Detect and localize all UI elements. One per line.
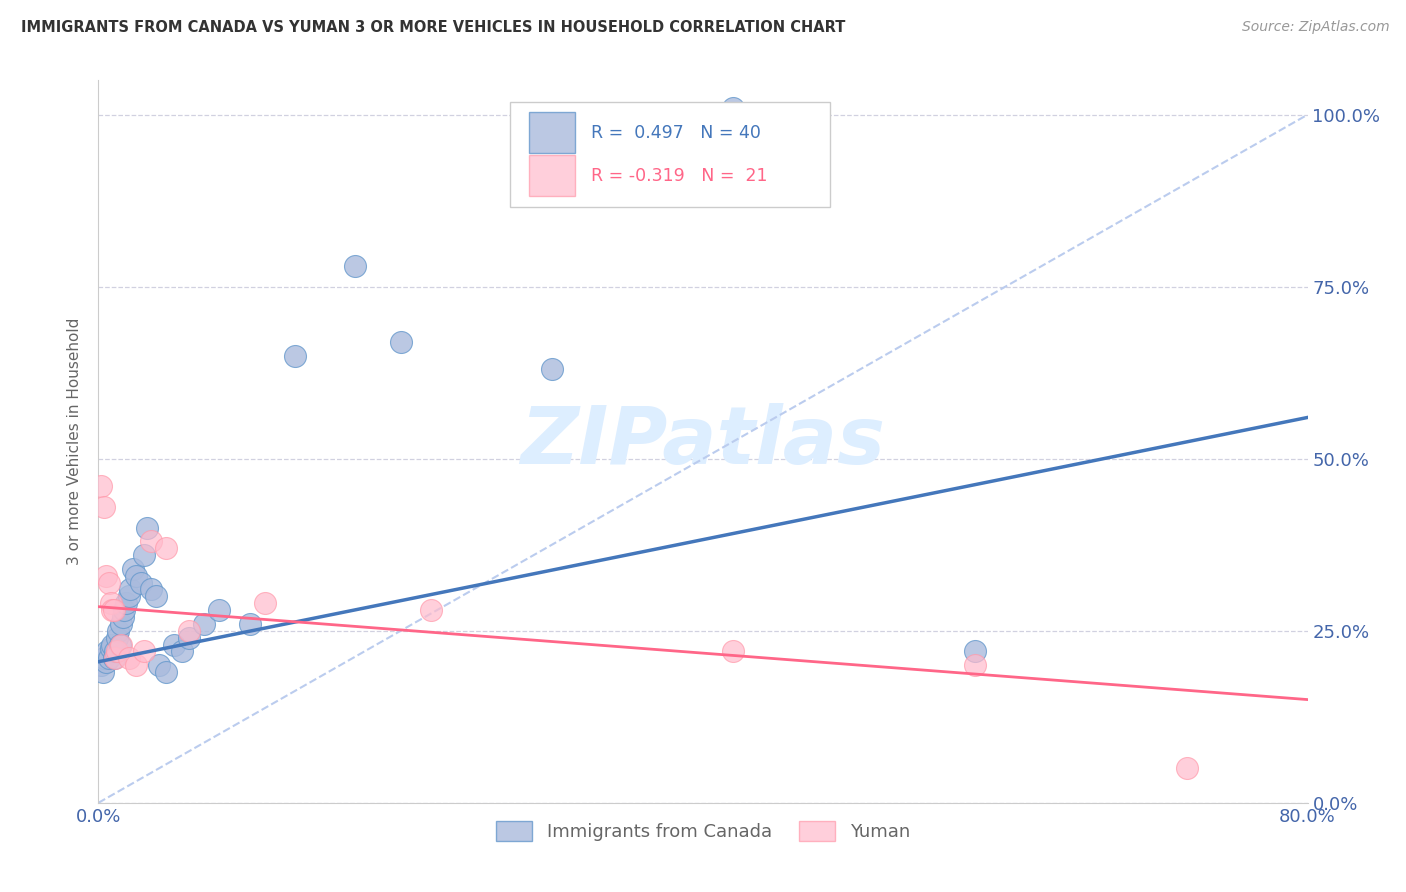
Point bbox=[103, 603, 125, 617]
Point bbox=[110, 638, 132, 652]
Point bbox=[723, 101, 745, 115]
Point bbox=[112, 603, 135, 617]
Point bbox=[122, 562, 145, 576]
Point bbox=[94, 655, 117, 669]
Text: IMMIGRANTS FROM CANADA VS YUMAN 3 OR MORE VEHICLES IN HOUSEHOLD CORRELATION CHAR: IMMIGRANTS FROM CANADA VS YUMAN 3 OR MOR… bbox=[21, 20, 845, 35]
Text: R =  0.497   N = 40: R = 0.497 N = 40 bbox=[591, 124, 761, 142]
Point bbox=[96, 644, 118, 658]
Point bbox=[132, 548, 155, 562]
Point bbox=[108, 638, 131, 652]
Point bbox=[135, 520, 157, 534]
Point bbox=[104, 644, 127, 658]
Point bbox=[90, 658, 112, 673]
Point bbox=[118, 651, 141, 665]
Point bbox=[125, 568, 148, 582]
Legend: Immigrants from Canada, Yuman: Immigrants from Canada, Yuman bbox=[489, 814, 917, 848]
Point bbox=[420, 603, 443, 617]
Point bbox=[111, 610, 134, 624]
Point bbox=[540, 362, 562, 376]
Text: R = -0.319   N =  21: R = -0.319 N = 21 bbox=[591, 167, 768, 185]
Point bbox=[120, 582, 142, 597]
Point bbox=[179, 624, 201, 638]
FancyBboxPatch shape bbox=[529, 155, 575, 196]
Point bbox=[129, 575, 152, 590]
Point bbox=[101, 638, 124, 652]
Point bbox=[170, 644, 193, 658]
Point bbox=[389, 334, 412, 349]
Point bbox=[965, 658, 987, 673]
Point bbox=[101, 603, 124, 617]
Point bbox=[253, 596, 276, 610]
Point bbox=[105, 631, 128, 645]
Point bbox=[155, 665, 177, 679]
Point bbox=[193, 616, 215, 631]
Point bbox=[91, 665, 114, 679]
Y-axis label: 3 or more Vehicles in Household: 3 or more Vehicles in Household bbox=[67, 318, 83, 566]
Point bbox=[98, 575, 121, 590]
Point bbox=[179, 631, 201, 645]
Point bbox=[105, 644, 128, 658]
Point bbox=[125, 658, 148, 673]
Point bbox=[98, 651, 121, 665]
Point bbox=[118, 590, 141, 604]
FancyBboxPatch shape bbox=[529, 112, 575, 153]
Point bbox=[107, 624, 129, 638]
Point bbox=[93, 651, 115, 665]
Point bbox=[90, 479, 112, 493]
Text: ZIPatlas: ZIPatlas bbox=[520, 402, 886, 481]
Point bbox=[100, 596, 122, 610]
Point bbox=[208, 603, 231, 617]
Point bbox=[104, 651, 127, 665]
Point bbox=[239, 616, 262, 631]
Point bbox=[110, 616, 132, 631]
Point bbox=[132, 644, 155, 658]
Point bbox=[93, 500, 115, 514]
Point bbox=[145, 590, 167, 604]
Point bbox=[148, 658, 170, 673]
Point bbox=[114, 596, 136, 610]
Point bbox=[1175, 761, 1198, 775]
Text: Source: ZipAtlas.com: Source: ZipAtlas.com bbox=[1241, 20, 1389, 34]
Point bbox=[344, 259, 367, 273]
Point bbox=[94, 568, 117, 582]
Point bbox=[155, 541, 177, 556]
Point bbox=[723, 644, 745, 658]
Point bbox=[163, 638, 186, 652]
Point bbox=[141, 534, 163, 549]
FancyBboxPatch shape bbox=[509, 102, 830, 207]
Point bbox=[141, 582, 163, 597]
Point bbox=[103, 651, 125, 665]
Point bbox=[100, 640, 122, 655]
Point bbox=[965, 644, 987, 658]
Point bbox=[284, 349, 307, 363]
